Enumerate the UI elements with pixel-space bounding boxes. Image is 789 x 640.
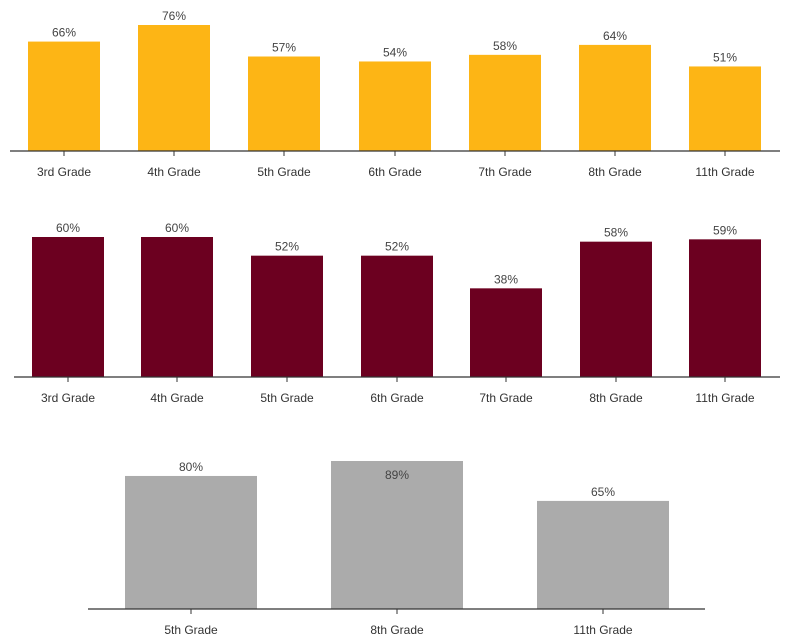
category-label: 8th Grade — [588, 165, 642, 179]
bar-8th-grade — [331, 461, 463, 609]
value-label: 60% — [56, 221, 80, 235]
category-label: 5th Grade — [164, 623, 218, 637]
bar-4th-grade — [141, 237, 213, 377]
bar-7th-grade — [469, 54, 541, 152]
value-label: 38% — [494, 272, 518, 286]
bar-3rd-grade — [32, 237, 104, 377]
category-label: 4th Grade — [150, 391, 204, 405]
value-label: 57% — [272, 41, 296, 55]
value-label: 66% — [52, 26, 76, 40]
category-label: 8th Grade — [589, 391, 643, 405]
value-label: 60% — [165, 221, 189, 235]
value-label: 58% — [604, 226, 628, 240]
category-label: 5th Grade — [257, 165, 311, 179]
value-label: 89% — [385, 468, 409, 482]
value-label: 58% — [493, 39, 517, 53]
category-label: 11th Grade — [573, 623, 632, 637]
bar-6th-grade — [359, 61, 431, 152]
category-label: 4th Grade — [147, 165, 201, 179]
bar-7th-grade — [470, 288, 542, 377]
category-label: 6th Grade — [368, 165, 422, 179]
category-label: 8th Grade — [370, 623, 424, 637]
bar-8th-grade — [579, 44, 651, 151]
bar-5th-grade — [125, 475, 257, 609]
value-label: 51% — [713, 50, 737, 64]
bar-11th-grade — [537, 500, 669, 609]
bar-4th-grade — [138, 25, 210, 151]
bar-11th-grade — [689, 239, 761, 377]
value-label: 59% — [713, 223, 737, 237]
value-label: 52% — [385, 240, 409, 254]
bar-11th-grade — [689, 66, 761, 151]
category-label: 11th Grade — [695, 391, 754, 405]
value-label: 64% — [603, 29, 627, 43]
value-label: 65% — [591, 485, 615, 499]
value-label: 52% — [275, 240, 299, 254]
bar-6th-grade — [361, 255, 433, 377]
bar-5th-grade — [251, 255, 323, 377]
chart-2: 60% 3rd Grade 60% 4th Grade 52% 5th Grade 52% 6… — [14, 221, 780, 405]
category-label: 11th Grade — [695, 165, 754, 179]
chart-3: 80% 5th Grade 89% 8th Grade 65% 11th Grade — [88, 460, 705, 637]
bar-5th-grade — [248, 56, 320, 151]
category-label: 5th Grade — [260, 391, 314, 405]
value-label: 80% — [179, 460, 203, 474]
category-label: 3rd Grade — [37, 165, 91, 179]
category-label: 3rd Grade — [41, 391, 95, 405]
bar-3rd-grade — [28, 41, 100, 151]
value-label: 54% — [383, 45, 407, 59]
category-label: 7th Grade — [479, 391, 533, 405]
category-label: 7th Grade — [478, 165, 532, 179]
chart-1: 66% 3rd Grade 76% 4th Grade 57% 5th Grade 54% 6… — [10, 9, 780, 179]
category-label: 6th Grade — [370, 391, 424, 405]
bar-8th-grade — [580, 241, 652, 377]
value-label: 76% — [162, 9, 186, 23]
